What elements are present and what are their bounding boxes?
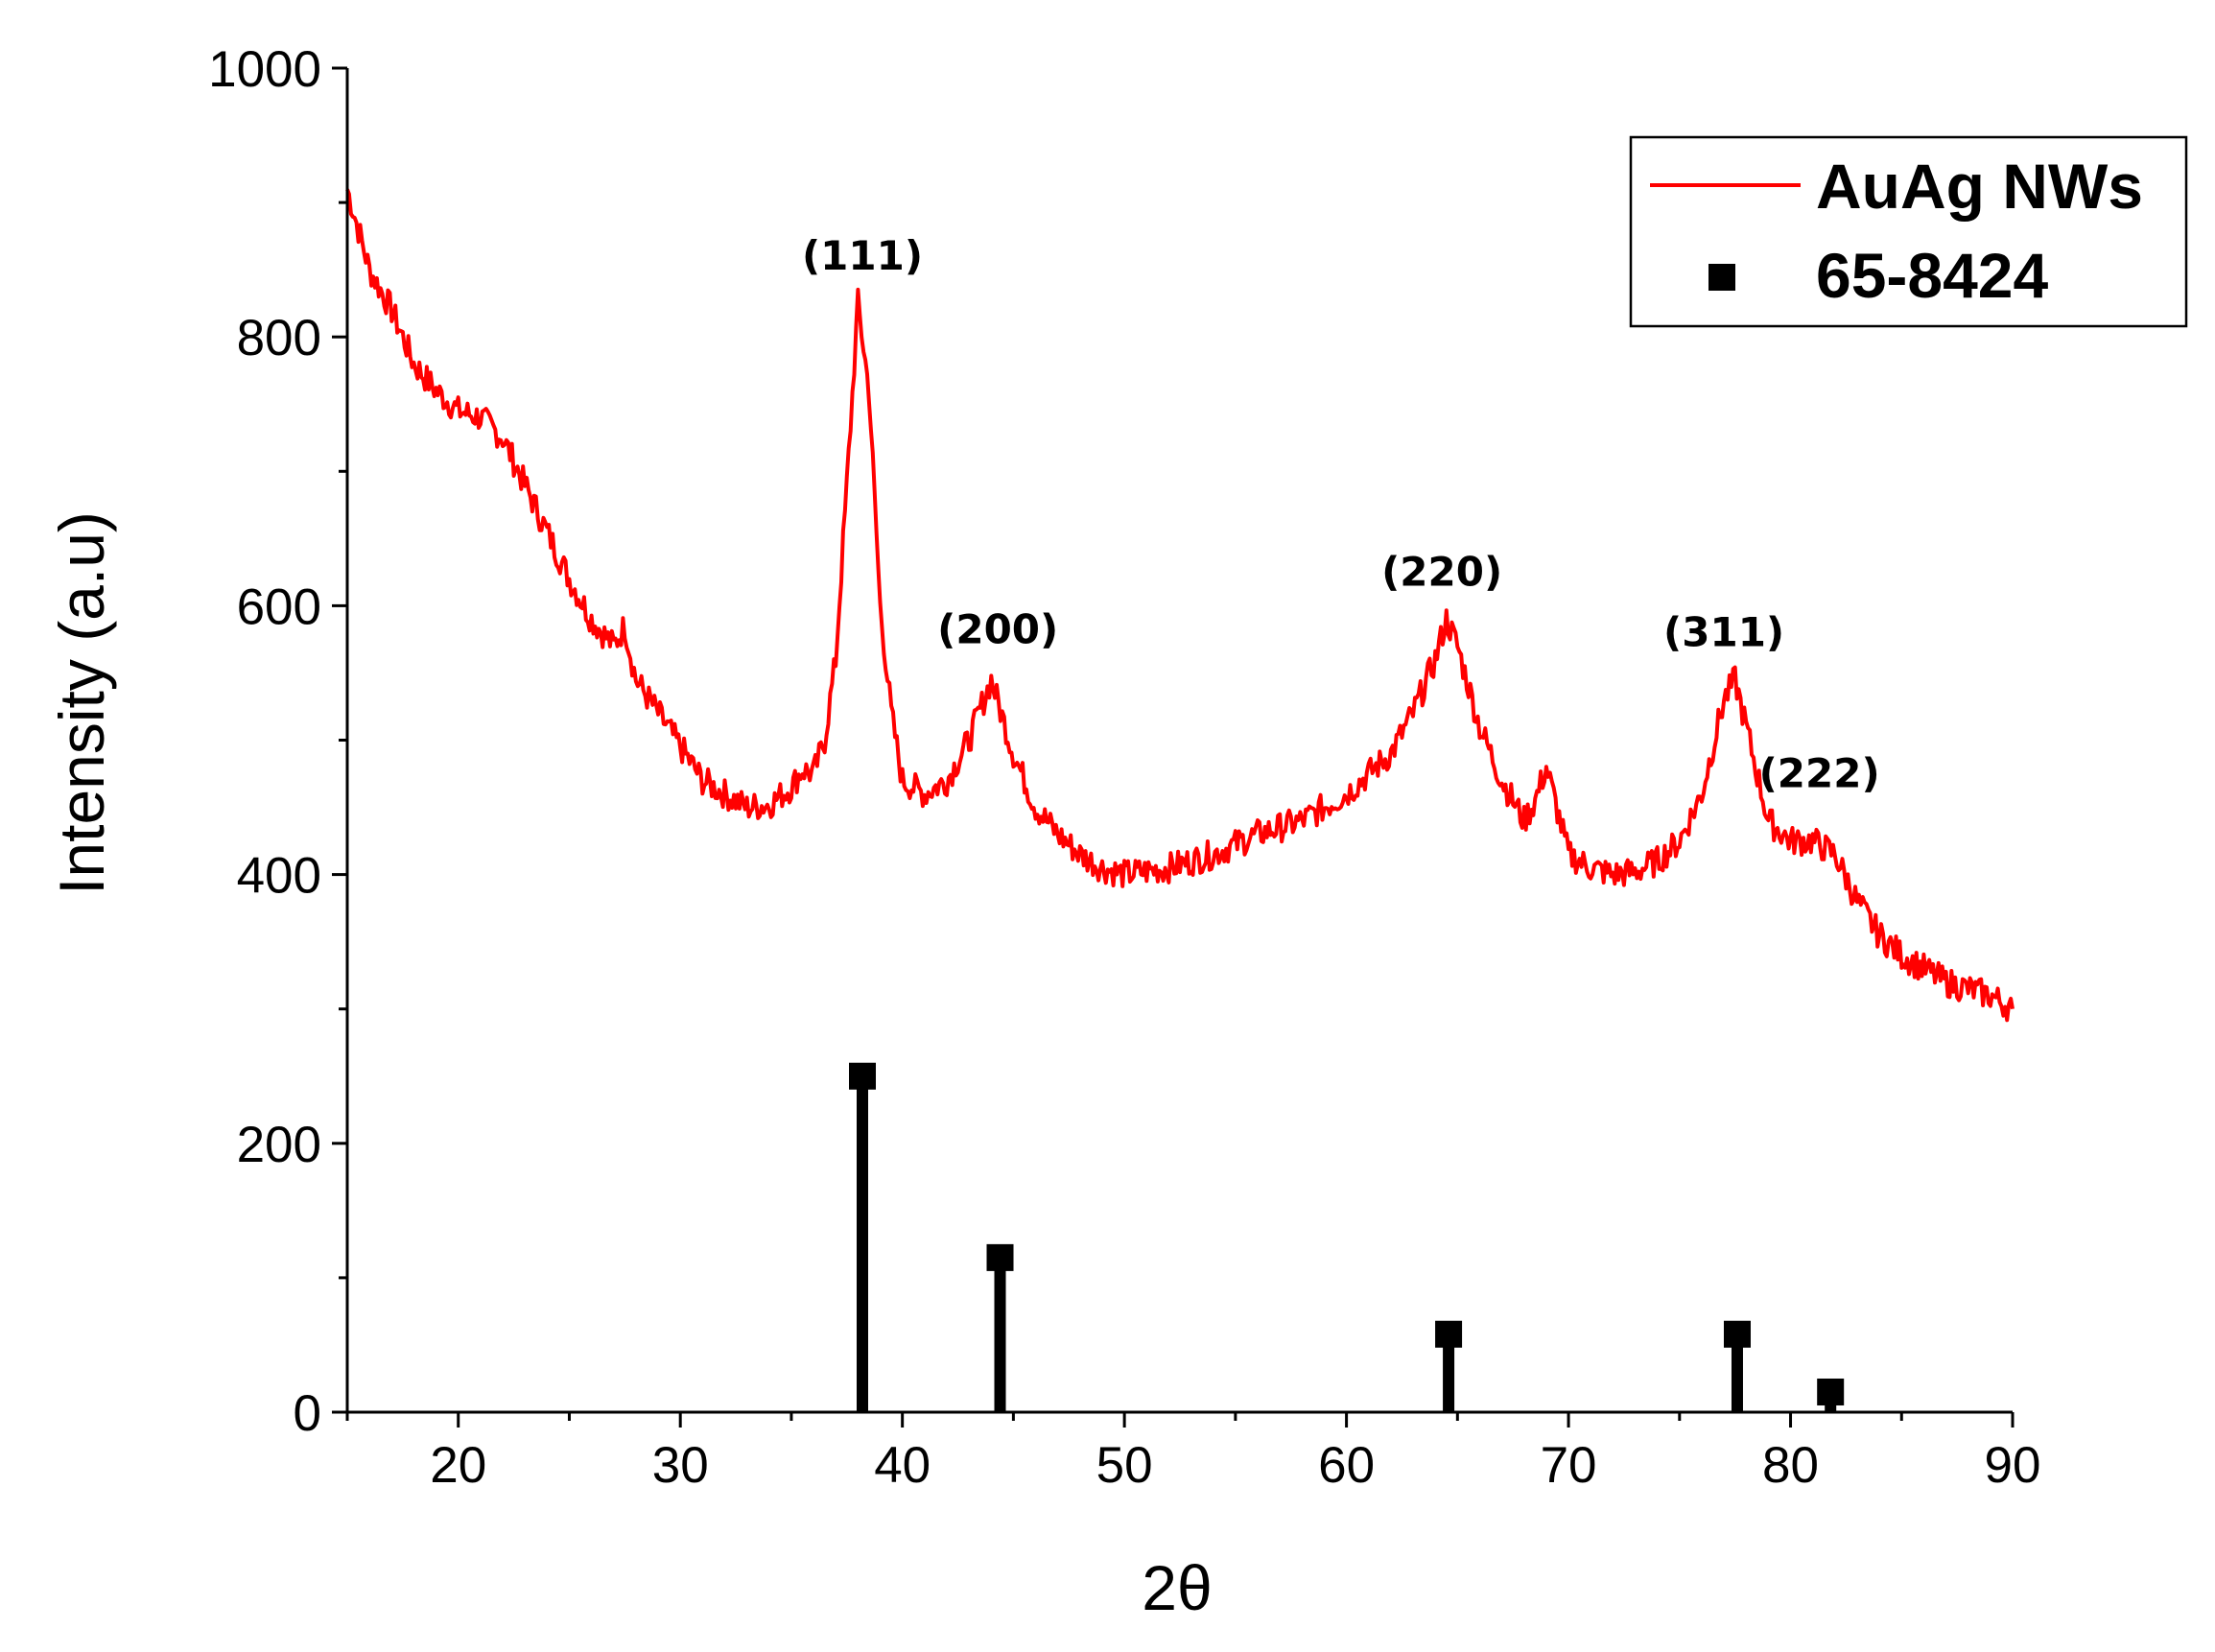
y-tick-label: 200 — [237, 1117, 321, 1173]
x-tick-label: 70 — [1541, 1437, 1597, 1494]
y-tick-label: 600 — [237, 578, 321, 635]
legend-square-swatch — [1708, 264, 1735, 291]
reference-marker — [1817, 1378, 1845, 1405]
x-tick-label: 50 — [1096, 1437, 1153, 1494]
reference-marker — [849, 1062, 877, 1090]
reference-marker — [1723, 1320, 1751, 1348]
x-tick-label: 80 — [1762, 1437, 1819, 1494]
y-tick-label: 1000 — [208, 41, 321, 98]
peak-label: (311) — [1663, 608, 1784, 655]
legend: AuAg NWs 65-8424 — [1629, 135, 2188, 328]
x-tick-label: 90 — [1985, 1437, 2041, 1494]
y-axis-title: Intensity (a.u) — [46, 511, 117, 895]
x-tick-label: 40 — [874, 1437, 931, 1494]
legend-label-pattern: AuAg NWs — [1816, 151, 2143, 222]
plot-area — [345, 188, 2015, 1412]
peak-annotations: (111) (200) (220) (311) (222) — [802, 232, 1880, 796]
peak-label: (222) — [1759, 750, 1880, 797]
peak-label: (200) — [937, 606, 1058, 653]
series-line-auag-nws — [345, 188, 2015, 1023]
x-tick-label: 20 — [430, 1437, 486, 1494]
reference-marker — [986, 1243, 1014, 1271]
y-tick-label: 400 — [237, 848, 321, 905]
legend-label-reference: 65-8424 — [1816, 240, 2049, 311]
x-tick-label: 60 — [1318, 1437, 1375, 1494]
reference-marker — [1435, 1320, 1463, 1348]
axes: 20 30 40 50 60 70 80 90 0 200 400 600 800 1000 — [208, 41, 2040, 1494]
y-tick-label: 800 — [237, 310, 321, 366]
x-tick-label: 30 — [652, 1437, 709, 1494]
legend-box — [1629, 135, 2188, 328]
x-axis-title: 2θ — [1142, 1552, 1212, 1623]
peak-label: (111) — [802, 232, 923, 279]
peak-label: (220) — [1381, 548, 1502, 595]
y-tick-label: 0 — [294, 1385, 321, 1442]
